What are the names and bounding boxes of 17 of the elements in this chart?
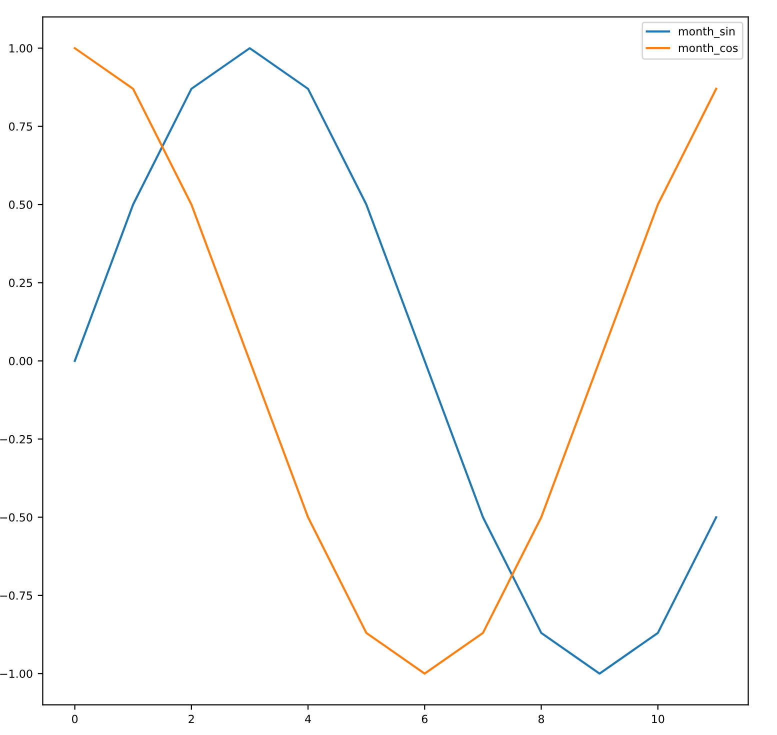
y-tick-label: −1.00 — [0, 670, 32, 678]
y-tick-label: 1.00 — [9, 44, 32, 53]
y-tick-label: −0.25 — [0, 435, 32, 444]
legend-label: month_sin — [678, 26, 735, 38]
y-tick-label: 0.75 — [9, 122, 32, 131]
x-tick-label: 10 — [652, 714, 664, 724]
x-tick-label: 4 — [305, 714, 311, 724]
x-tick-label: 8 — [538, 714, 544, 724]
y-tick-label: −0.75 — [0, 591, 32, 600]
x-tick-label: 2 — [188, 714, 194, 724]
y-tick-label: −0.50 — [0, 513, 32, 522]
y-tick-label: 0.50 — [9, 200, 32, 209]
legend-label: month_cos — [678, 44, 738, 55]
y-tick-label: 0.00 — [9, 356, 32, 366]
y-tick-label: 0.25 — [9, 278, 32, 288]
x-tick-label: 0 — [72, 714, 78, 724]
x-tick-label: 6 — [422, 714, 428, 724]
